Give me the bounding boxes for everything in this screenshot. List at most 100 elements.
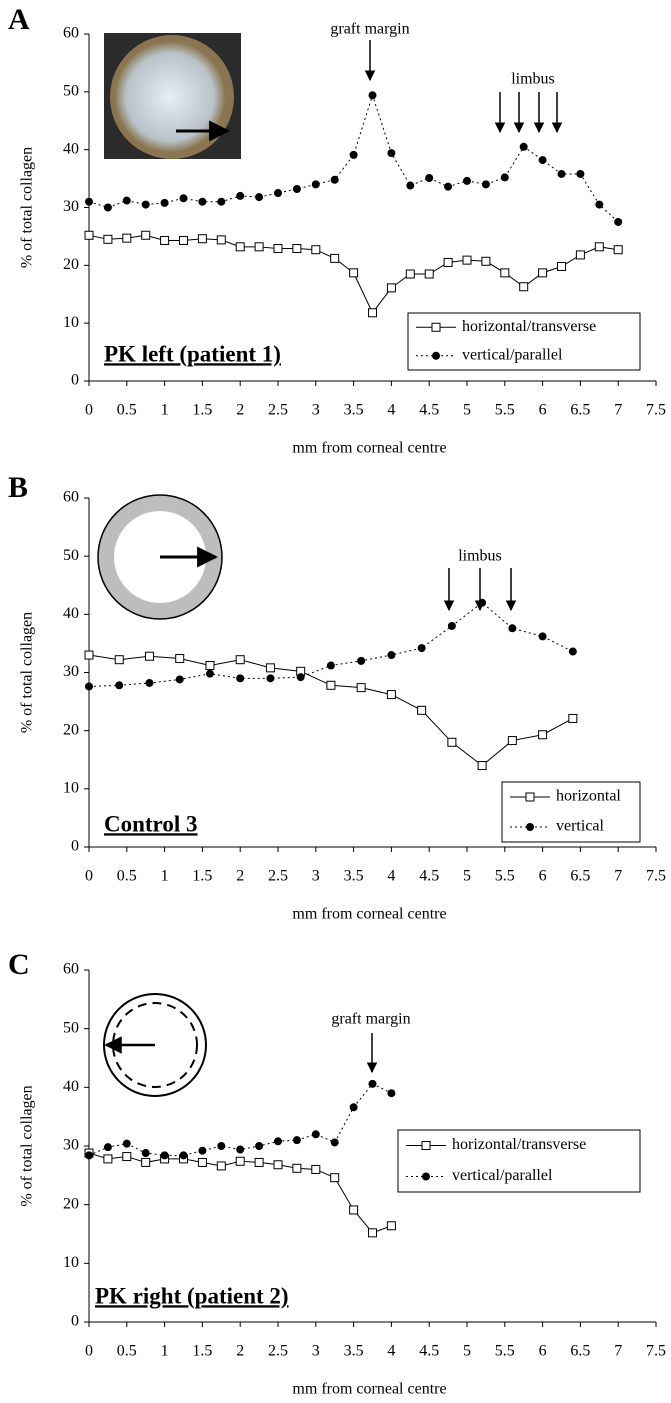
x-tick-label: 3.5 [344, 1343, 364, 1360]
point [368, 1079, 377, 1088]
x-tick-label: 2 [236, 1343, 244, 1360]
point [447, 621, 456, 630]
point [463, 176, 471, 185]
x-tick-label: 1.5 [192, 1343, 212, 1360]
y-axis-label: % of total collagen [19, 147, 36, 268]
x-tick-label: 5 [463, 868, 471, 885]
x-tick-label: 7.5 [646, 1343, 666, 1360]
point [179, 1151, 188, 1160]
x-tick-label: 1.5 [192, 402, 212, 419]
y-tick-label: 20 [63, 256, 79, 273]
y-tick-label: 0 [71, 838, 79, 855]
point [141, 1149, 150, 1158]
y-tick-label: 10 [63, 1254, 79, 1271]
x-tick-label: 3.5 [344, 402, 364, 419]
point [368, 308, 377, 318]
x-tick-label: 7 [614, 868, 622, 885]
point [217, 197, 226, 206]
point [481, 180, 490, 189]
point [160, 1151, 169, 1160]
point [500, 173, 509, 182]
point [144, 651, 154, 661]
point [217, 1142, 226, 1150]
y-tick-label: 30 [63, 1137, 79, 1154]
point [519, 142, 528, 151]
x-axis-label: mm from corneal centre [292, 440, 446, 457]
point [311, 1130, 320, 1139]
x-tick-label: 5.5 [495, 402, 515, 419]
y-tick-label: 40 [63, 605, 79, 622]
point [141, 230, 151, 240]
point [205, 661, 215, 671]
y-tick-label: 10 [63, 780, 79, 797]
point [326, 661, 335, 670]
point [216, 1161, 226, 1171]
legend-marker [432, 351, 440, 360]
point [613, 245, 623, 255]
point [519, 282, 529, 292]
point [273, 244, 283, 254]
point [103, 1143, 112, 1152]
panel-label: Control 3 [104, 811, 198, 836]
point [575, 250, 585, 260]
inset-photo [104, 33, 241, 159]
point [179, 235, 188, 245]
point [557, 169, 566, 178]
y-tick-label: 60 [63, 25, 79, 42]
point [387, 149, 396, 158]
point [235, 242, 245, 252]
legend-label: vertical [556, 818, 605, 835]
point [103, 234, 113, 244]
point [444, 182, 453, 191]
point [386, 1221, 396, 1231]
x-tick-label: 6.5 [570, 868, 590, 885]
x-tick-label: 4.5 [419, 1343, 439, 1360]
point [368, 1228, 377, 1238]
point [568, 647, 577, 656]
point [179, 194, 188, 203]
legend-box [407, 312, 641, 371]
point [443, 257, 453, 267]
panel-label: PK right (patient 2) [95, 1283, 289, 1308]
x-tick-label: 1 [161, 868, 169, 885]
x-tick-label: 4 [387, 868, 395, 885]
point [326, 680, 336, 690]
point [292, 244, 302, 254]
point [160, 198, 169, 207]
point [330, 253, 340, 263]
point [462, 255, 472, 265]
legend-label: horizontal [556, 788, 621, 805]
y-tick-label: 40 [63, 1078, 79, 1095]
y-tick-label: 50 [63, 83, 79, 100]
point [538, 156, 547, 165]
point [349, 1103, 358, 1112]
point [141, 1157, 151, 1167]
y-tick-label: 0 [71, 1313, 79, 1330]
point [122, 233, 132, 243]
x-tick-label: 2.5 [268, 1343, 288, 1360]
point [175, 675, 184, 684]
y-tick-label: 50 [63, 1019, 79, 1036]
point [349, 1205, 359, 1215]
point [235, 655, 245, 665]
legend-box [501, 781, 641, 843]
y-tick-label: 30 [63, 663, 79, 680]
legend-label: vertical/parallel [452, 1167, 553, 1184]
point [500, 268, 510, 278]
legend-box [397, 1129, 641, 1193]
series-line [88, 1083, 392, 1156]
panel-letter: B [8, 471, 28, 504]
point [417, 644, 426, 653]
point [160, 235, 170, 245]
x-tick-label: 4 [387, 402, 395, 419]
x-tick-label: 5.5 [495, 1343, 515, 1360]
y-tick-label: 0 [71, 372, 79, 389]
point [122, 1152, 132, 1162]
point [235, 1156, 245, 1166]
legend-marker [431, 322, 441, 332]
point [595, 200, 604, 209]
x-tick-label: 3 [312, 402, 320, 419]
point [141, 200, 150, 209]
legend-marker [525, 792, 535, 802]
x-tick-label: 7.5 [646, 868, 666, 885]
